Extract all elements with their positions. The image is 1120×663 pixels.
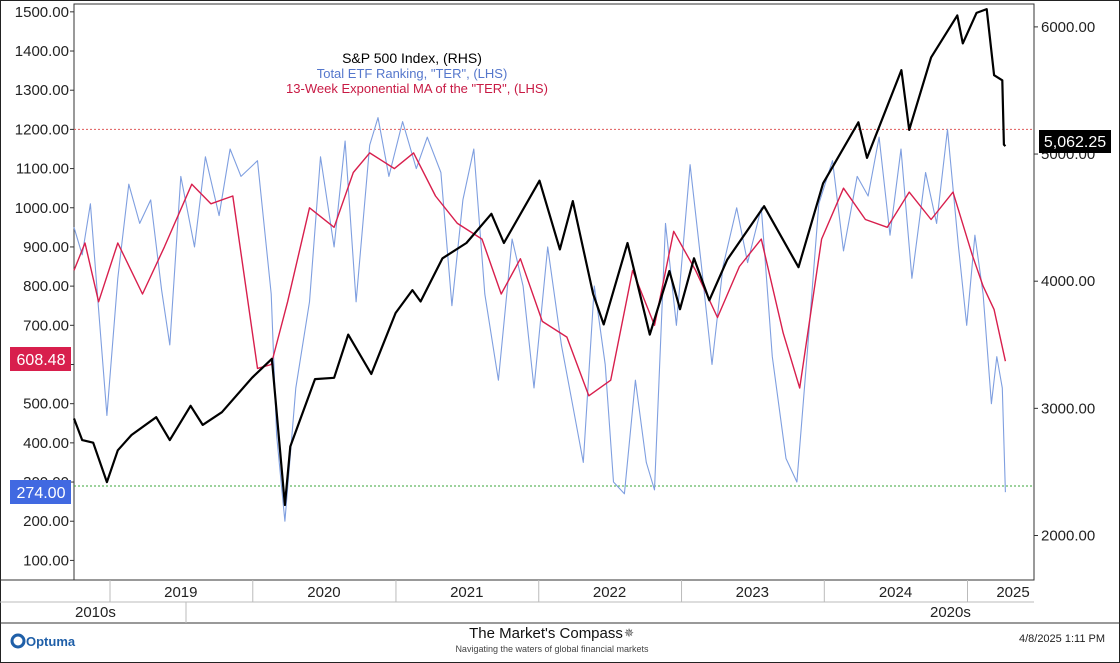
left-tick-label: 1200.00: [15, 121, 69, 138]
compass-icon: ✵: [624, 626, 634, 640]
ema-badge-text: 608.48: [17, 352, 66, 369]
left-tick-label: 200.00: [23, 513, 69, 530]
decade-label-2010s: 2010s: [75, 604, 116, 621]
year-label: 2019: [164, 584, 197, 601]
left-axis: 100.00200.00300.00400.00500.00600.00700.…: [15, 4, 74, 569]
x-axis: 2010s 2020s 2019 2020 2021 2022 2023 2024 2025: [0, 579, 1120, 624]
series-ter-line: [73, 117, 1006, 522]
year-label: 2024: [879, 584, 912, 601]
right-tick-label: 6000.00: [1041, 19, 1095, 36]
ter-badge: 274.00: [10, 480, 71, 504]
legend-spx: S&P 500 Index, (RHS): [342, 50, 482, 66]
brand-title: The Market's Compass: [469, 625, 623, 642]
legend-ema: 13-Week Exponential MA of the "TER", (LH…: [286, 81, 548, 96]
left-tick-label: 1300.00: [15, 82, 69, 99]
right-tick-label: 2000.00: [1041, 527, 1095, 544]
series-layer: [72, 8, 1007, 522]
left-tick-label: 400.00: [23, 435, 69, 452]
left-tick-label: 100.00: [23, 552, 69, 569]
timestamp: 4/8/2025 1:11 PM: [1019, 633, 1105, 645]
reference-lines: [74, 128, 1034, 487]
series-spx-line: [72, 8, 1007, 507]
left-tick-label: 800.00: [23, 278, 69, 295]
left-tick-label: 1500.00: [15, 4, 69, 21]
ter-badge-text: 274.00: [17, 485, 66, 502]
spx-badge-text: 5,062.25: [1044, 134, 1106, 151]
left-tick-label: 1000.00: [15, 200, 69, 217]
left-tick-label: 500.00: [23, 396, 69, 413]
optuma-logo-text: Optuma: [26, 634, 76, 649]
left-tick-label: 900.00: [23, 239, 69, 256]
year-label: 2025: [996, 584, 1029, 601]
left-tick-label: 1100.00: [16, 161, 69, 178]
series-ema-line: [73, 152, 1007, 397]
legend-ter: Total ETF Ranking, "TER", (LHS): [317, 66, 508, 81]
left-tick-label: 1400.00: [15, 43, 69, 60]
optuma-logo-icon: [10, 633, 26, 649]
year-label: 2022: [593, 584, 626, 601]
right-tick-label: 4000.00: [1041, 273, 1095, 290]
right-tick-label: 3000.00: [1041, 400, 1095, 417]
year-label: 2023: [736, 584, 769, 601]
brand-tagline: Navigating the waters of global financia…: [455, 644, 649, 654]
ema-badge: 608.48: [10, 347, 71, 371]
left-tick-label: 700.00: [23, 317, 69, 334]
year-label: 2020: [307, 584, 340, 601]
legend: S&P 500 Index, (RHS) Total ETF Ranking, …: [286, 50, 548, 96]
spx-badge: 5,062.25: [1039, 130, 1111, 153]
year-label: 2021: [450, 584, 483, 601]
decade-label-2020s: 2020s: [930, 604, 971, 621]
footer: Optuma The Market's Compass ✵ Navigating…: [10, 625, 1105, 654]
